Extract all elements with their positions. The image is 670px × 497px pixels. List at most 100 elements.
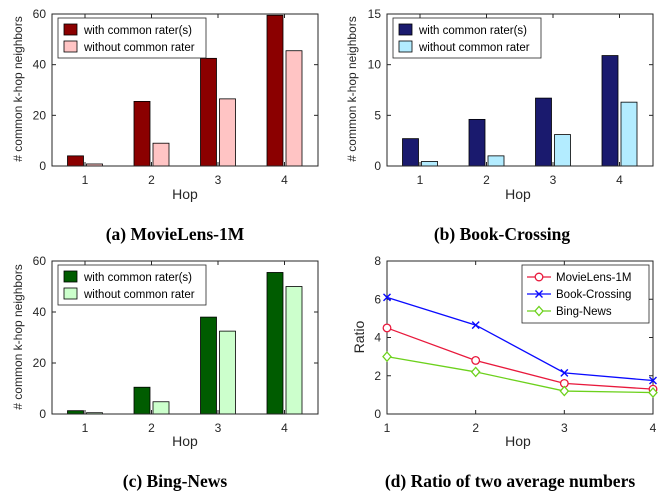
- panel-caption: (d) Ratio of two average numbers: [385, 471, 635, 491]
- y-tick-label: 0: [39, 407, 46, 421]
- panel-caption: (b) Book-Crossing: [434, 224, 571, 244]
- y-axis-label: # common k-hop neighbors: [11, 264, 25, 409]
- bar-with-common-rater: [402, 138, 419, 167]
- bar-with-common-rater: [133, 386, 151, 415]
- y-axis-label: # common k-hop neighbors: [345, 16, 359, 161]
- y-tick-label: 5: [374, 108, 381, 122]
- y-tick-label: 60: [33, 7, 47, 21]
- panel-caption: (c) Bing-News: [123, 471, 228, 491]
- y-tick-label: 2: [374, 369, 381, 383]
- legend-swatch: [63, 287, 78, 300]
- x-tick-label: 2: [148, 173, 155, 187]
- legend-label: without common rater: [418, 42, 530, 54]
- bar-without-common-rater: [219, 98, 236, 167]
- legend-box: [57, 17, 207, 59]
- bar-with-common-rater: [601, 55, 619, 167]
- x-tick-label: 2: [472, 421, 479, 435]
- y-axis-label: # common k-hop neighbors: [11, 16, 25, 161]
- series-line-movielens-1m: [386, 327, 654, 390]
- x-tick-label: 3: [215, 173, 222, 187]
- bar-without-common-rater: [620, 101, 638, 167]
- data-point-bing-news: [648, 387, 658, 399]
- data-point-bing-news: [470, 366, 481, 378]
- x-tick-label: 2: [148, 421, 155, 435]
- plot-frame: [51, 260, 319, 415]
- legend-swatch: [398, 40, 413, 53]
- legend-label: with common rater(s): [83, 25, 192, 37]
- x-tick-label: 1: [417, 173, 424, 187]
- x-tick-label: 4: [616, 173, 623, 187]
- y-tick-label: 0: [374, 407, 381, 421]
- data-point-bing-news: [559, 385, 570, 397]
- y-tick-label: 15: [368, 7, 382, 21]
- series-line-bing-news: [386, 355, 654, 394]
- bar-with-common-rater: [67, 155, 84, 167]
- legend-label: Bing-News: [556, 306, 612, 318]
- data-point-movielens-1m: [471, 356, 481, 365]
- legend-marker: [534, 305, 544, 317]
- bar-without-common-rater: [487, 155, 505, 167]
- x-axis-label: Hop: [172, 433, 198, 449]
- x-tick-label: 3: [215, 421, 222, 435]
- data-point-book-crossing: [471, 321, 480, 330]
- legend-label: without common rater: [83, 289, 195, 301]
- legend-label: with common rater(s): [83, 272, 192, 284]
- y-tick-label: 20: [33, 356, 47, 370]
- x-axis-label: Hop: [505, 186, 531, 202]
- x-tick-label: 2: [483, 173, 490, 187]
- x-tick-label: 1: [82, 421, 89, 435]
- legend-swatch: [63, 270, 78, 283]
- legend-marker: [535, 290, 543, 298]
- y-tick-label: 8: [374, 254, 381, 268]
- bar-with-common-rater: [200, 57, 217, 167]
- panel-movielens: # common k-hop neighbors Hop (a) MovieLe…: [11, 7, 319, 244]
- y-tick-label: 6: [374, 292, 381, 306]
- bar-with-common-rater: [266, 272, 284, 415]
- bar-with-common-rater: [200, 316, 217, 415]
- data-point-movielens-1m: [382, 323, 392, 333]
- panel-bing-news: # common k-hop neighbors Hop (c) Bing-Ne…: [11, 254, 319, 491]
- bar-without-common-rater: [285, 50, 303, 167]
- legend-swatch: [398, 23, 413, 36]
- bar-without-common-rater: [554, 134, 571, 167]
- y-tick-label: 0: [39, 159, 46, 173]
- bar-without-common-rater: [152, 142, 170, 167]
- y-tick-label: 20: [33, 108, 47, 122]
- bar-without-common-rater: [421, 161, 438, 167]
- plot-frame: [386, 13, 654, 167]
- bar-without-common-rater: [285, 286, 303, 415]
- y-tick-label: 0: [374, 159, 381, 173]
- legend-marker: [534, 272, 544, 282]
- bar-without-common-rater: [152, 401, 170, 415]
- x-tick-label: 4: [281, 421, 288, 435]
- legend-box: [57, 264, 207, 306]
- y-tick-label: 10: [368, 58, 382, 72]
- data-point-book-crossing: [383, 293, 391, 302]
- bar-without-common-rater: [219, 330, 236, 415]
- bar-with-common-rater: [468, 118, 486, 167]
- legend-label: MovieLens-1M: [556, 272, 631, 284]
- legend-swatch: [63, 23, 78, 36]
- legend-swatch: [63, 40, 78, 53]
- y-tick-label: 40: [33, 58, 47, 72]
- legend-box: [392, 17, 542, 59]
- x-tick-label: 1: [384, 421, 391, 435]
- x-tick-label: 3: [561, 421, 568, 435]
- x-tick-label: 4: [650, 421, 657, 435]
- data-point-book-crossing: [560, 368, 569, 377]
- series-line-book-crossing: [386, 296, 654, 382]
- y-tick-label: 60: [33, 254, 47, 268]
- legend-label: with common rater(s): [418, 25, 527, 37]
- x-tick-label: 3: [550, 173, 557, 187]
- data-point-book-crossing: [649, 376, 657, 385]
- x-tick-label: 1: [82, 173, 89, 187]
- x-axis-label: Hop: [505, 433, 531, 449]
- y-tick-label: 40: [33, 305, 47, 319]
- plot-frame: [386, 260, 654, 415]
- y-tick-label: 4: [374, 331, 381, 345]
- y-axis-label: Ratio: [351, 320, 367, 353]
- data-point-bing-news: [382, 351, 392, 363]
- x-tick-label: 4: [281, 173, 288, 187]
- legend-label: without common rater: [83, 42, 195, 54]
